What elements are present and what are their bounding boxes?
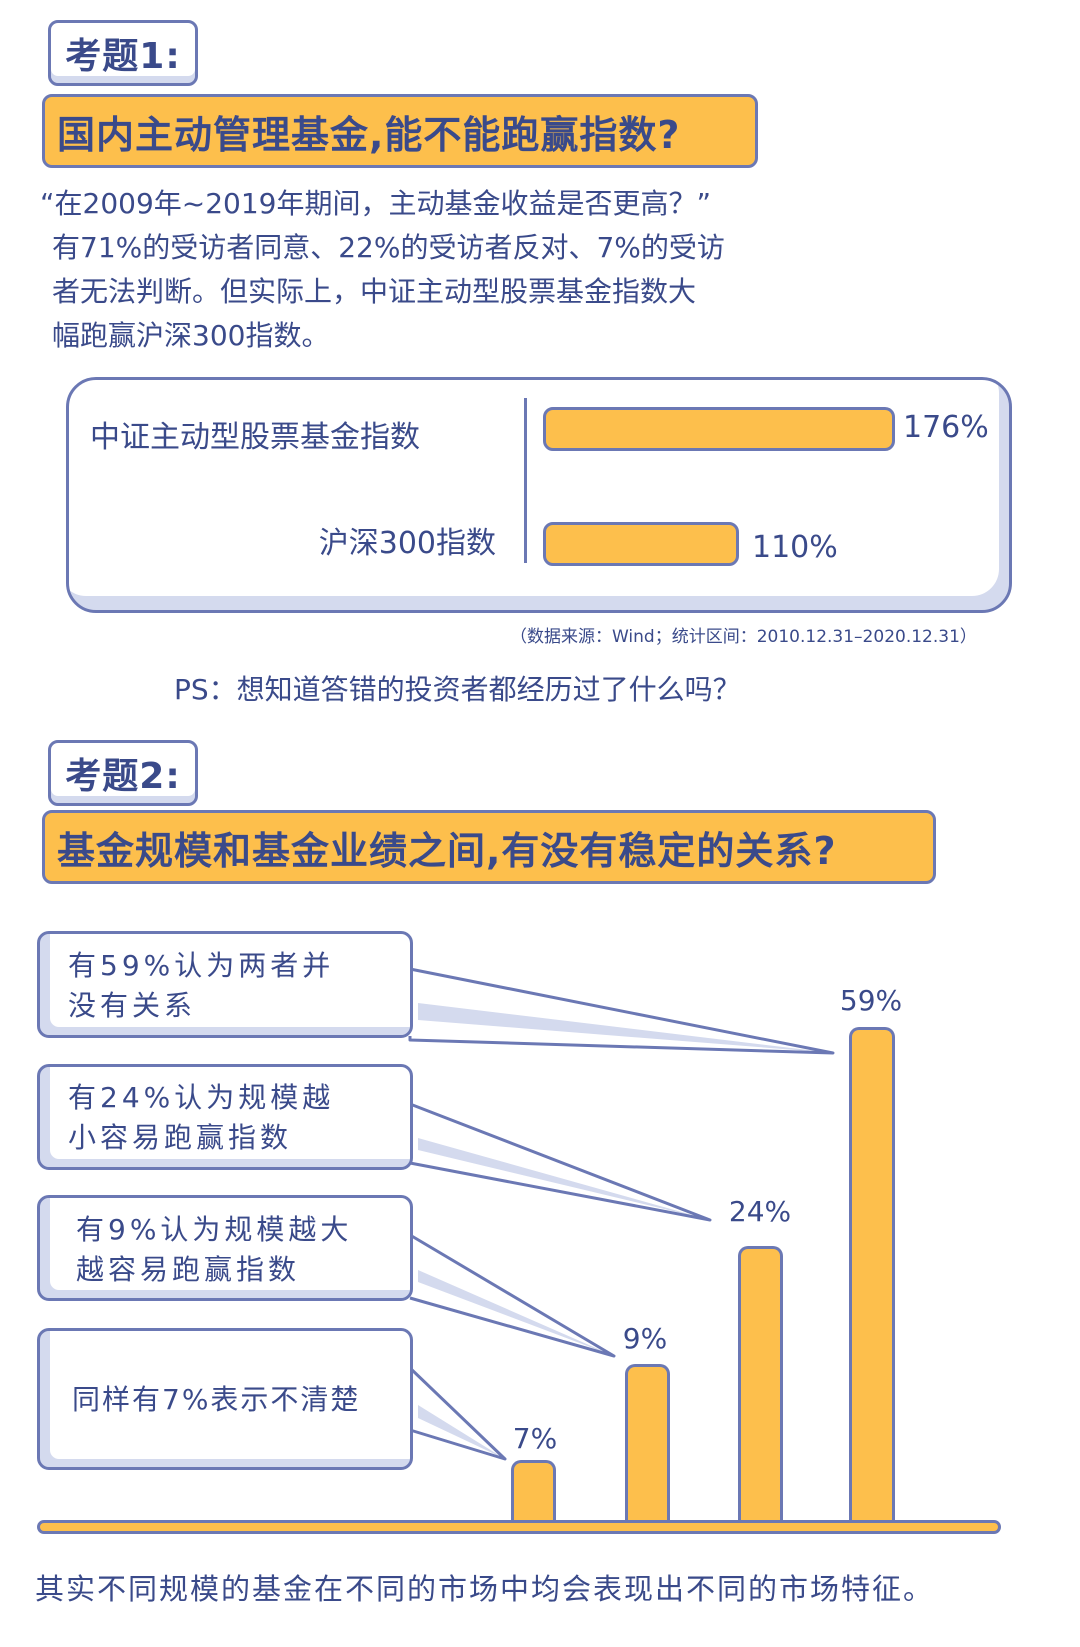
question-2-title: 基金规模和基金业绩之间,有没有稳定的关系? [42,810,936,884]
bar-csi300 [543,522,739,566]
callout-line: 有9%认为规模越大 [76,1213,353,1246]
value-csi300: 110% [752,530,838,565]
question-1-title-text: 国内主动管理基金,能不能跑赢指数? [57,112,681,157]
question-1-tag: 考题1: [48,20,198,86]
question-2-tag-label: 考题2: [65,756,181,797]
intro-line: “在2009年~2019年期间，主动基金收益是否更高？” [40,187,711,220]
question-1-tag-label: 考题1: [65,36,181,77]
chart-label-csi300: 沪深300指数 [318,526,496,561]
bar-59 [849,1027,895,1524]
callout-9 [37,1195,413,1301]
callout-line: 越容易跑赢指数 [76,1253,301,1286]
callout-9-text: 有9%认为规模越大 越容易跑赢指数 [76,1210,352,1290]
question-1-intro: “在2009年~2019年期间，主动基金收益是否更高？” 有71%的受访者同意、… [40,182,725,358]
conclusion-text: 其实不同规模的基金在不同的市场中均会表现出不同的市场特征。 [35,1572,935,1606]
chart-axis-divider [524,398,527,563]
callout-24 [37,1064,413,1170]
callout-7-text: 同样有7%表示不清楚 [72,1380,360,1420]
callout-24-text: 有24%认为规模越 小容易跑赢指数 [68,1078,334,1158]
chart-baseline [37,1520,1001,1534]
callout-line: 小容易跑赢指数 [68,1121,293,1154]
callout-59 [37,931,413,1038]
question-2-tag: 考题2: [48,740,198,806]
bar-7 [511,1460,556,1524]
callout-line: 同样有7%表示不清楚 [72,1383,361,1416]
callout-7 [37,1328,413,1470]
intro-line: 者无法判断。但实际上，中证主动型股票基金指数大 [52,275,697,308]
value-active-fund-index: 176% [903,410,989,445]
data-source-note: （数据来源：Wind；统计区间：2010.12.31–2020.12.31） [510,627,977,647]
question-2-title-text: 基金规模和基金业绩之间,有没有稳定的关系? [57,828,837,873]
callout-line: 有24%认为规模越 [68,1081,335,1114]
chart-label-active-fund-index: 中证主动型股票基金指数 [90,420,420,455]
bar-9 [625,1364,670,1524]
value-7: 7% [512,1422,558,1455]
bar-24 [738,1246,783,1524]
callout-line: 没有关系 [68,989,197,1022]
callout-line: 有59%认为两者并 [68,949,335,982]
value-59: 59% [839,984,903,1017]
question-1-title: 国内主动管理基金,能不能跑赢指数? [42,94,758,168]
callout-59-text: 有59%认为两者并 没有关系 [68,946,334,1026]
intro-line: 有71%的受访者同意、22%的受访者反对、7%的受访 [52,231,725,264]
value-24: 24% [728,1195,792,1228]
ps-question: PS：想知道答错的投资者都经历过了什么吗？ [174,673,741,706]
value-9: 9% [622,1322,668,1355]
bar-active-fund-index [543,407,895,451]
intro-line: 幅跑赢沪深300指数。 [52,319,330,352]
